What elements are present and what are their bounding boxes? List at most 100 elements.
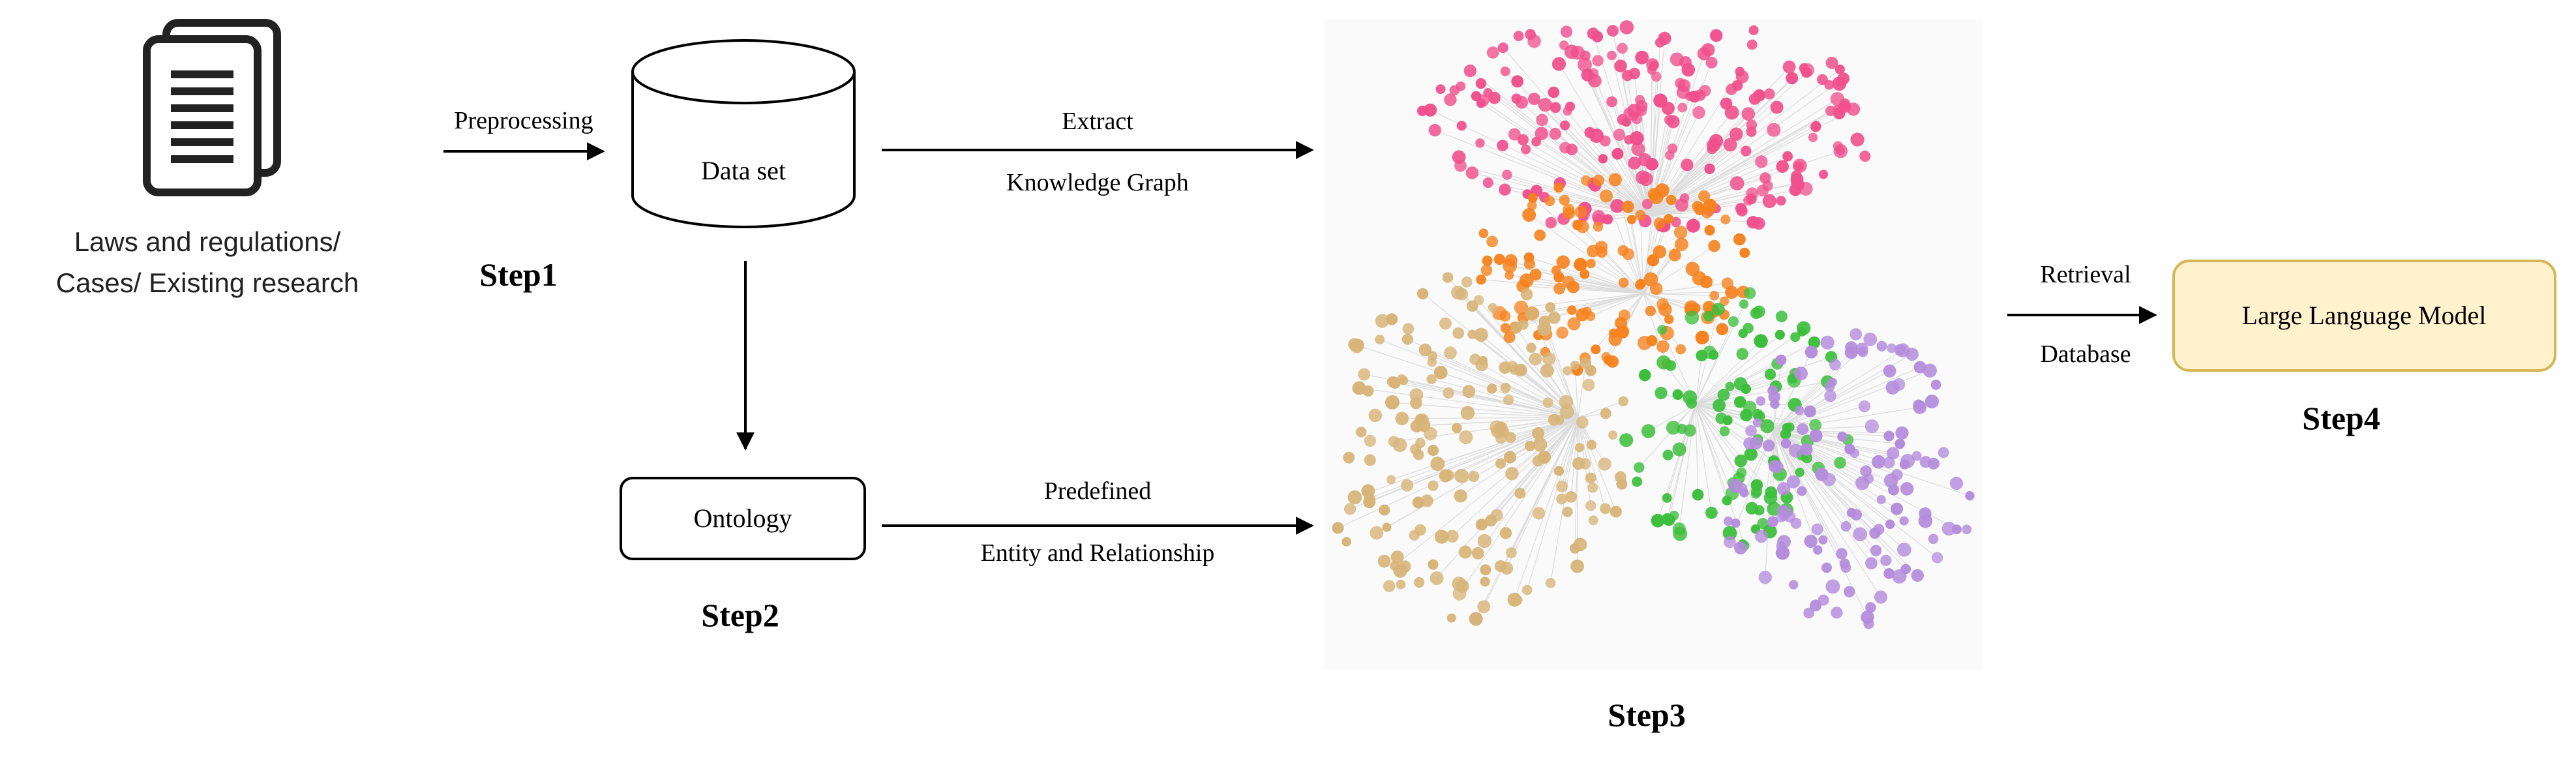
graph-node [1818,535,1827,545]
graph-node [1505,467,1519,481]
graph-node [1499,310,1510,322]
graph-node [1533,438,1548,452]
graph-node [1823,473,1836,486]
graph-node [1426,374,1436,384]
graph-node [1797,423,1808,435]
graph-node [1895,427,1908,440]
graph-node [1682,63,1696,77]
graph-node [1616,479,1627,490]
graph-node [1379,505,1390,516]
graph-node [1452,150,1466,164]
graph-node [1486,235,1498,247]
graph-node [1565,102,1575,112]
graph-node [1821,336,1835,350]
graph-node [1386,475,1396,484]
graph-node [1415,524,1426,536]
graph-node [1686,262,1700,277]
graph-node [1600,504,1611,515]
graph-node [1712,303,1725,316]
graph-node [1665,151,1674,160]
graph-node [1528,193,1538,203]
graph-node [1585,365,1596,376]
graph-node [1883,365,1896,378]
graph-node [1524,258,1535,269]
graph-node [1619,278,1629,288]
graph-node [1664,115,1675,125]
graph-node [1389,377,1401,389]
graph-node [1454,469,1469,483]
graph-node [1836,548,1847,559]
graph-node [1419,344,1432,357]
graph-node [1586,259,1596,269]
graph-node [1701,43,1715,57]
graph-node [1375,335,1385,344]
graph-node [1686,219,1700,233]
graph-node [1794,367,1808,380]
graph-node [1627,215,1636,224]
graph-node [1782,423,1791,432]
graph-node [1739,248,1750,258]
graph-node [1589,515,1598,525]
graph-node [1396,412,1409,425]
graph-node [1755,530,1768,543]
graph-node [1884,474,1898,488]
graph-node [1783,61,1796,74]
graph-node [1439,318,1452,330]
graph-node [1565,491,1577,503]
graph-node [1409,388,1423,402]
graph-node [1722,277,1733,289]
graph-node [1563,366,1572,375]
graph-node [1332,522,1344,534]
graph-node [1560,121,1570,130]
graph-node [1499,361,1511,374]
graph-node [1417,288,1428,299]
graph-node [1572,220,1583,230]
graph-node [1720,427,1730,437]
graph-node [1559,40,1569,50]
graph-node [1662,513,1673,525]
graph-node [1741,145,1751,156]
ontology-label: Ontology [693,504,792,533]
graph-node [1670,52,1684,66]
graph-node [1639,172,1653,187]
graph-node [1614,59,1626,72]
graph-node [1540,364,1554,378]
graph-node [1895,439,1905,449]
graph-node [1692,489,1704,501]
graph-node [1475,138,1484,147]
graph-node [1462,385,1475,398]
extract-label: Extract [1062,108,1133,135]
graph-node [1533,507,1545,519]
graph-node [1537,322,1551,337]
graph-node [1393,438,1407,453]
graph-node [1787,475,1800,489]
graph-node [1505,432,1516,443]
graph-node [1737,348,1748,360]
graph-node [1476,275,1486,285]
graph-node [1804,535,1817,548]
graph-node [1740,409,1752,421]
graph-node [1673,522,1686,535]
graph-node [1510,365,1520,374]
graph-node [1503,395,1514,405]
graph-node [1736,468,1746,478]
graph-node [1808,133,1818,142]
graph-node [1370,526,1384,540]
graph-node [1544,196,1555,206]
graph-node [1478,534,1491,548]
graph-node [1893,569,1907,584]
graph-node [1919,507,1931,520]
graph-node [1707,138,1720,152]
step3-label: Step3 [1608,697,1685,733]
graph-node [1850,449,1859,458]
graph-node [1364,435,1376,447]
graph-node [1570,543,1580,554]
graph-node [1656,298,1669,310]
graph-node [1472,547,1484,560]
graph-node [1885,520,1895,530]
graph-node [1673,389,1683,400]
graph-node [1497,140,1508,151]
graph-node [1703,311,1714,322]
graph-node [1554,466,1564,476]
graph-node [1474,328,1488,342]
